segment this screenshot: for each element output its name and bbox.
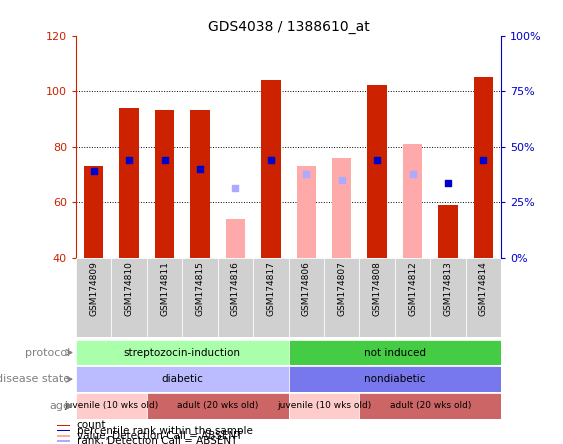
Text: GSM174811: GSM174811 xyxy=(160,262,169,317)
Bar xyxy=(111,258,147,337)
Point xyxy=(408,171,417,178)
Bar xyxy=(218,258,253,337)
Text: GSM174812: GSM174812 xyxy=(408,262,417,316)
Bar xyxy=(438,205,458,258)
Bar xyxy=(466,258,501,337)
Bar xyxy=(289,258,324,337)
Bar xyxy=(473,77,493,258)
Bar xyxy=(76,340,289,365)
Point xyxy=(373,157,382,164)
Text: GSM174806: GSM174806 xyxy=(302,262,311,317)
Bar xyxy=(76,393,147,419)
Text: value, Detection Call = ABSENT: value, Detection Call = ABSENT xyxy=(77,431,242,441)
Bar xyxy=(395,258,430,337)
Text: GSM174808: GSM174808 xyxy=(373,262,382,317)
Text: adult (20 wks old): adult (20 wks old) xyxy=(177,401,258,410)
Bar xyxy=(57,440,69,442)
Point xyxy=(195,165,204,172)
Text: juvenile (10 wks old): juvenile (10 wks old) xyxy=(64,401,159,410)
Bar xyxy=(190,111,210,258)
Bar xyxy=(324,258,359,337)
Bar xyxy=(182,258,218,337)
Bar xyxy=(297,166,316,258)
Bar xyxy=(76,366,289,392)
Text: streptozocin-induction: streptozocin-induction xyxy=(124,348,241,357)
Bar xyxy=(57,430,69,432)
Bar xyxy=(76,258,111,337)
Text: GSM174814: GSM174814 xyxy=(479,262,488,316)
Text: rank, Detection Call = ABSENT: rank, Detection Call = ABSENT xyxy=(77,436,237,444)
Bar xyxy=(332,158,351,258)
Bar xyxy=(57,424,69,426)
Bar xyxy=(226,219,245,258)
Bar xyxy=(147,393,289,419)
Text: not induced: not induced xyxy=(364,348,426,357)
Text: percentile rank within the sample: percentile rank within the sample xyxy=(77,426,253,436)
Text: GSM174817: GSM174817 xyxy=(266,262,275,317)
Point xyxy=(444,179,453,186)
Point xyxy=(89,168,98,175)
Text: juvenile (10 wks old): juvenile (10 wks old) xyxy=(277,401,371,410)
Point xyxy=(124,157,133,164)
Point xyxy=(231,185,240,192)
Bar xyxy=(261,80,280,258)
Text: count: count xyxy=(77,420,106,430)
Text: GSM174810: GSM174810 xyxy=(124,262,133,317)
Text: GSM174809: GSM174809 xyxy=(89,262,98,317)
Text: age: age xyxy=(50,401,70,411)
Bar xyxy=(155,111,175,258)
Bar xyxy=(430,258,466,337)
Title: GDS4038 / 1388610_at: GDS4038 / 1388610_at xyxy=(208,20,369,35)
Text: diabetic: diabetic xyxy=(162,374,203,384)
Bar xyxy=(84,166,104,258)
Bar xyxy=(359,393,501,419)
Bar xyxy=(147,258,182,337)
Text: disease state: disease state xyxy=(0,374,70,384)
Bar xyxy=(57,435,69,437)
Text: nondiabetic: nondiabetic xyxy=(364,374,426,384)
Bar xyxy=(253,258,289,337)
Text: GSM174813: GSM174813 xyxy=(444,262,453,317)
Point xyxy=(302,171,311,178)
Text: adult (20 wks old): adult (20 wks old) xyxy=(390,401,471,410)
Point xyxy=(337,176,346,183)
Bar xyxy=(403,144,422,258)
Bar xyxy=(359,258,395,337)
Text: GSM174815: GSM174815 xyxy=(195,262,204,317)
Point xyxy=(479,157,488,164)
Text: protocol: protocol xyxy=(25,348,70,357)
Text: GSM174807: GSM174807 xyxy=(337,262,346,317)
Bar xyxy=(367,86,387,258)
Bar xyxy=(119,108,139,258)
Point xyxy=(160,157,169,164)
Bar xyxy=(289,340,501,365)
Point xyxy=(266,157,275,164)
Bar xyxy=(289,366,501,392)
Text: GSM174816: GSM174816 xyxy=(231,262,240,317)
Bar xyxy=(289,393,359,419)
